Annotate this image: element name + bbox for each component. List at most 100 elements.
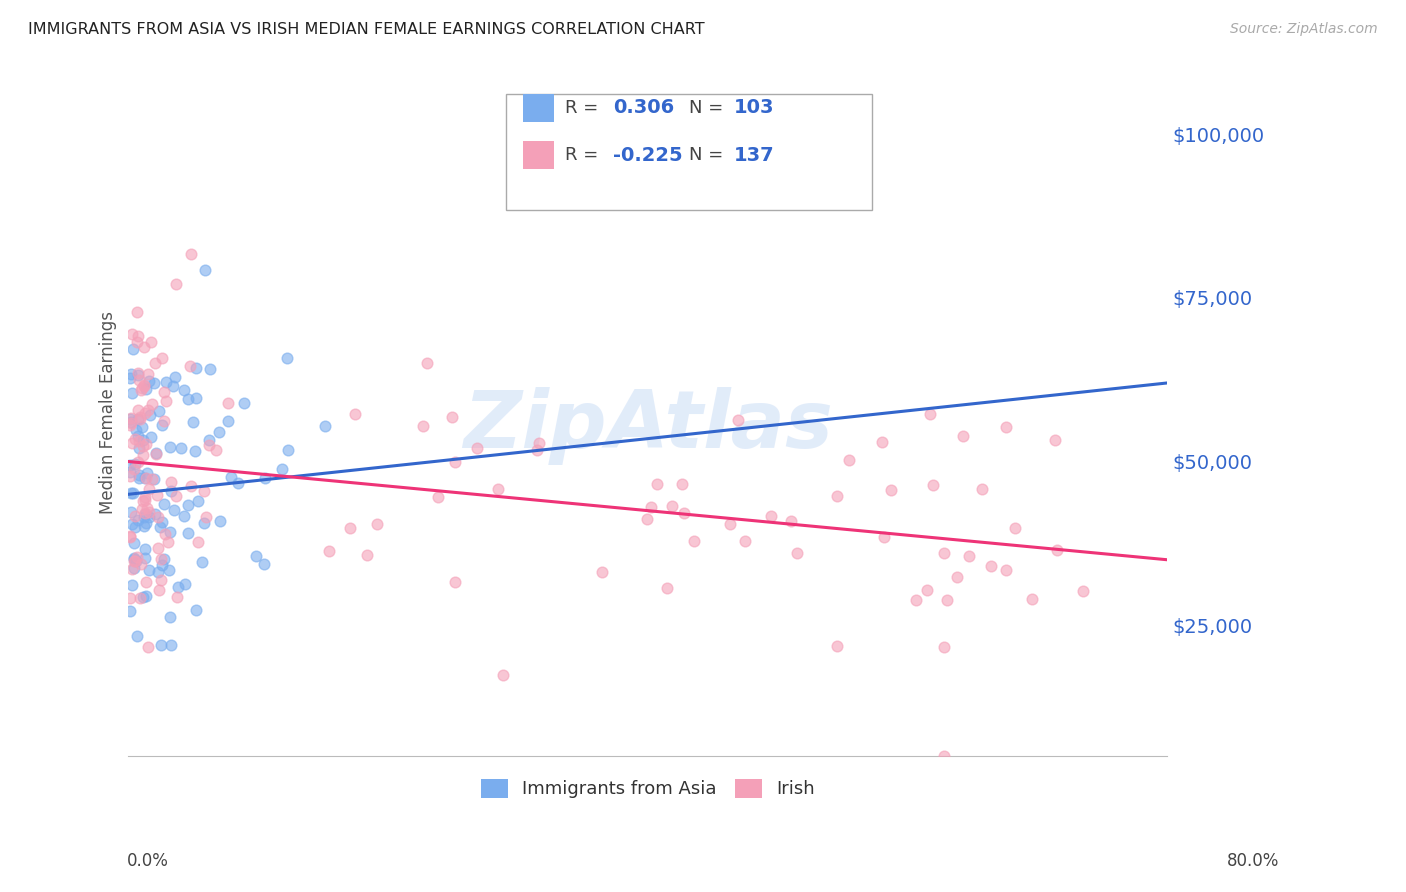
Point <box>441 410 464 425</box>
Point <box>138 509 160 524</box>
Point <box>120 486 142 500</box>
Point <box>124 535 146 549</box>
Point <box>129 410 152 425</box>
Point <box>138 482 160 496</box>
Point <box>122 486 145 500</box>
Point <box>127 412 149 426</box>
Point <box>276 351 298 365</box>
Text: 0.0%: 0.0% <box>127 852 169 870</box>
Point <box>132 494 155 508</box>
Point <box>825 639 848 653</box>
Point <box>127 455 149 469</box>
Point <box>146 488 169 502</box>
Point <box>139 408 162 422</box>
Point <box>134 541 156 556</box>
Point <box>134 470 156 484</box>
Point <box>120 368 142 382</box>
Point <box>121 342 143 356</box>
Point <box>157 563 180 577</box>
Point <box>208 514 231 528</box>
Point <box>640 500 662 514</box>
Point <box>132 439 155 453</box>
Point <box>121 578 143 592</box>
Point <box>136 403 159 417</box>
Point <box>156 535 179 549</box>
Point <box>184 603 207 617</box>
Point <box>118 529 141 543</box>
Point <box>129 383 152 397</box>
Point <box>1021 591 1043 606</box>
Point <box>444 455 467 469</box>
Point <box>134 406 156 420</box>
Point <box>184 391 207 405</box>
Point <box>150 351 173 365</box>
Point <box>148 509 170 524</box>
Point <box>135 589 157 603</box>
Point <box>356 548 378 562</box>
Point <box>134 551 156 566</box>
Point <box>208 425 231 439</box>
Point <box>128 411 150 425</box>
Text: 103: 103 <box>734 98 775 118</box>
Point <box>124 432 146 446</box>
Point <box>120 591 142 605</box>
Point <box>1071 584 1094 599</box>
Point <box>166 580 188 594</box>
Point <box>129 591 152 606</box>
Point <box>134 492 156 507</box>
Point <box>131 420 153 434</box>
Point <box>426 491 449 505</box>
Point <box>118 412 141 426</box>
Point <box>591 565 613 579</box>
Point <box>127 429 149 443</box>
Point <box>153 551 176 566</box>
Legend: Immigrants from Asia, Irish: Immigrants from Asia, Irish <box>474 772 823 805</box>
Point <box>165 489 187 503</box>
Point <box>128 434 150 449</box>
Point <box>159 475 181 490</box>
Point <box>148 404 170 418</box>
Point <box>124 554 146 568</box>
Point <box>183 415 205 429</box>
Point <box>120 411 142 425</box>
Point <box>125 554 148 568</box>
Point <box>160 638 183 652</box>
Point <box>412 419 434 434</box>
Point <box>150 515 173 529</box>
Point <box>135 437 157 451</box>
Point <box>121 562 143 576</box>
Point <box>934 640 956 654</box>
Point <box>127 366 149 380</box>
Point <box>135 471 157 485</box>
Point <box>444 574 467 589</box>
Point <box>994 563 1017 577</box>
Point <box>159 440 181 454</box>
Point <box>673 506 696 520</box>
Point <box>339 521 361 535</box>
Point <box>173 383 195 397</box>
Point <box>135 500 157 515</box>
Point <box>187 494 209 508</box>
Point <box>226 476 249 491</box>
Point <box>932 545 955 559</box>
Point <box>160 484 183 499</box>
Point <box>134 519 156 533</box>
Point <box>1046 543 1069 558</box>
Point <box>254 471 277 485</box>
Point <box>671 476 693 491</box>
Point <box>492 668 515 682</box>
Point <box>124 509 146 524</box>
Text: R =: R = <box>565 146 605 164</box>
Point <box>135 516 157 531</box>
Text: Source: ZipAtlas.com: Source: ZipAtlas.com <box>1230 22 1378 37</box>
Text: -0.225: -0.225 <box>613 145 683 165</box>
Point <box>191 555 214 569</box>
Point <box>146 541 169 555</box>
Point <box>186 361 208 376</box>
Point <box>198 361 221 376</box>
Point <box>645 476 668 491</box>
Point <box>118 371 141 385</box>
Point <box>127 402 149 417</box>
Point <box>253 558 276 572</box>
Text: 0.306: 0.306 <box>613 98 675 118</box>
